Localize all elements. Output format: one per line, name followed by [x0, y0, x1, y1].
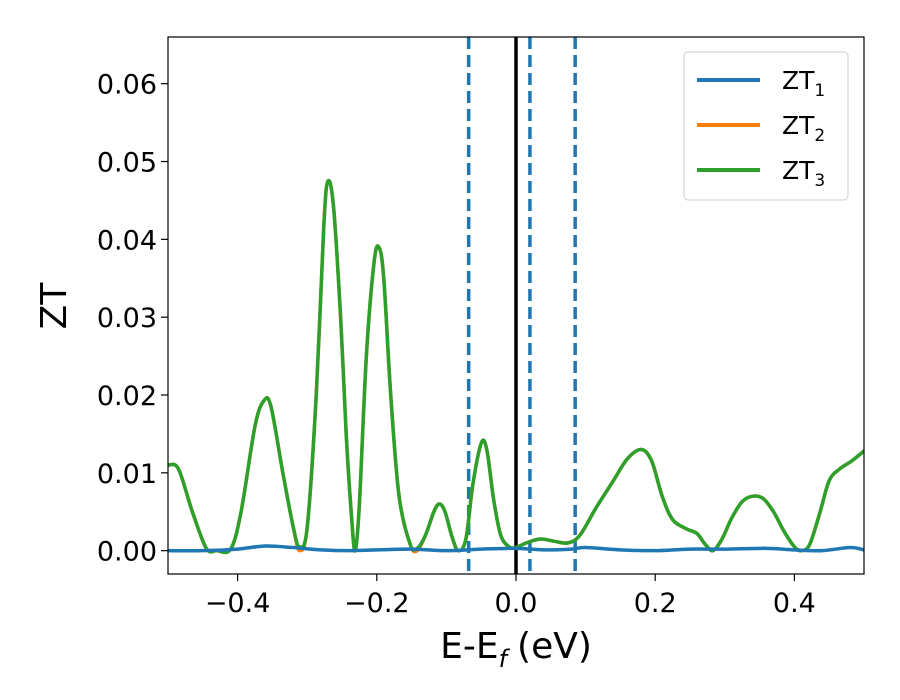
series-line-zt1 — [168, 544, 864, 553]
legend-label-zt1-main: ZT — [782, 66, 815, 95]
legend-label-zt2-main: ZT — [782, 111, 815, 140]
y-axis-label: ZT — [34, 282, 75, 330]
x-tick-label: −0.4 — [205, 588, 271, 619]
y-tick-label: 0.06 — [97, 70, 157, 101]
x-tick-label: −0.2 — [344, 588, 410, 619]
x-tick-label: 0.2 — [634, 588, 677, 619]
legend-label-zt1-sub: 1 — [814, 81, 825, 101]
y-tick-label: 0.01 — [97, 459, 157, 490]
y-tick-label: 0.02 — [97, 381, 157, 412]
legend-label-zt2-sub: 2 — [814, 126, 825, 146]
y-tick-label: 0.05 — [97, 148, 157, 179]
x-tick-label: 0.0 — [495, 588, 538, 619]
legend-box — [683, 51, 849, 201]
x-axis-label-unit: (eV) — [517, 626, 592, 667]
x-tick-label: 0.4 — [773, 588, 816, 619]
y-axis: 0.00 0.01 0.02 0.03 0.04 0.05 0.06 — [97, 70, 168, 568]
legend-label-zt3-main: ZT — [782, 156, 815, 185]
y-tick-label: 0.03 — [97, 303, 157, 334]
legend-label-zt2: ZT2 — [782, 111, 825, 146]
legend-label-zt3-sub: 3 — [814, 171, 825, 191]
x-axis: −0.4 −0.2 0.0 0.2 0.4 — [205, 574, 816, 619]
legend-label-zt1: ZT1 — [782, 66, 825, 101]
y-tick-label: 0.04 — [97, 225, 157, 256]
y-tick-label: 0.00 — [97, 537, 157, 568]
legend-label-zt3: ZT3 — [782, 156, 825, 191]
x-axis-label-main: E-E — [440, 626, 498, 667]
legend: ZT1 ZT2 ZT3 — [683, 51, 849, 201]
series-lines — [168, 178, 864, 555]
reference-lines — [466, 37, 577, 574]
